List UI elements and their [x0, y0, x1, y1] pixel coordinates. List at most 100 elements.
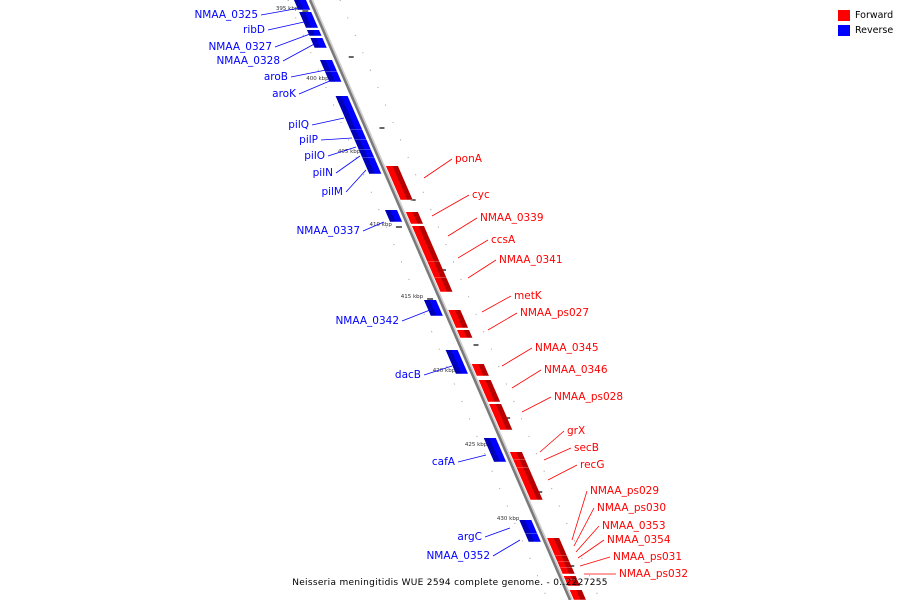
- scale-tick-label: 420 kbp: [433, 368, 456, 374]
- reverse-swatch: [838, 25, 850, 36]
- reverse-gene-1-shade: [299, 12, 312, 28]
- reverse-gene-10-shade: [362, 158, 375, 174]
- forward-gene-19-shade: [576, 590, 586, 600]
- reverse-gene-7-shade: [350, 130, 361, 140]
- scale-tick-label: 425 kbp: [465, 442, 488, 448]
- reverse-gene-9-shade: [359, 150, 368, 158]
- reverse-label-leader: [492, 539, 521, 557]
- forward-gene-15-shade: [564, 562, 573, 568]
- gene-label-cafA: cafA: [432, 456, 456, 468]
- reverse-gene-0-shade: [294, 0, 304, 10]
- gene-label-NMAA_ps030: NMAA_ps030: [597, 502, 666, 514]
- forward-label-leader: [521, 396, 552, 413]
- forward-label-leader: [573, 507, 595, 547]
- legend-label-reverse: Reverse: [855, 25, 894, 36]
- reverse-gene-5-shade: [325, 72, 335, 82]
- gene-label-ponA: ponA: [455, 153, 483, 165]
- forward-gene-3-shade: [434, 262, 447, 278]
- scale-tick-label: 400 kbp: [306, 76, 329, 82]
- reverse-label-leader: [320, 137, 353, 141]
- gene-label-NMAA_0352: NMAA_0352: [426, 550, 490, 562]
- reverse-label-leader: [457, 454, 487, 463]
- gene-label-pilM: pilM: [321, 186, 343, 198]
- forward-label-leader: [579, 556, 611, 567]
- forward-gene-0-shade: [392, 166, 413, 200]
- forward-label-leader: [575, 525, 600, 553]
- gene-label-NMAA_ps029: NMAA_ps029: [590, 485, 659, 497]
- reverse-label-leader: [274, 33, 311, 48]
- reverse-label-leader: [282, 41, 319, 62]
- scale-tick-label: 405 kbp: [338, 149, 361, 155]
- forward-gene-17-shade: [570, 576, 578, 580]
- gene-label-pilN: pilN: [313, 167, 333, 179]
- forward-label-leader: [547, 464, 578, 481]
- forward-label-leader: [571, 490, 588, 541]
- gene-label-argC: argC: [457, 531, 482, 543]
- reverse-label-leader: [362, 221, 385, 232]
- forward-gene-2-shade: [418, 226, 440, 262]
- gene-label-pilQ: pilQ: [288, 119, 309, 131]
- genome-backbone: [308, 0, 572, 600]
- reverse-gene-8-shade: [354, 140, 365, 150]
- forward-label-leader: [481, 295, 512, 313]
- reverse-gene-4-shade: [320, 60, 331, 72]
- gene-label-pilO: pilO: [304, 150, 325, 162]
- forward-gene-14-shade: [561, 556, 570, 562]
- forward-gene-13-shade: [553, 538, 567, 556]
- gene-label-NMAA_ps031: NMAA_ps031: [613, 551, 682, 563]
- reverse-label-leader: [260, 7, 301, 16]
- reverse-label-leader: [335, 155, 361, 174]
- reverse-label-leader: [290, 69, 327, 78]
- forward-gene-9-shade: [495, 404, 513, 430]
- forward-label-leader: [511, 369, 542, 389]
- reverse-label-leader: [311, 117, 345, 126]
- reverse-label-leader: [423, 365, 453, 376]
- scale-tick-label: 410 kbp: [370, 222, 393, 228]
- gene-label-NMAA_0341: NMAA_0341: [499, 254, 563, 266]
- gene-label-pilP: pilP: [299, 134, 318, 146]
- scale-tick-label: 430 kbp: [497, 516, 520, 522]
- reverse-label-leader: [484, 527, 511, 538]
- forward-gene-6-shade: [463, 330, 473, 338]
- gene-label-NMAA_0325: NMAA_0325: [194, 9, 258, 21]
- forward-label-leader: [577, 539, 605, 559]
- legend-label-forward: Forward: [855, 10, 894, 21]
- gene-label-NMAA_ps028: NMAA_ps028: [554, 391, 623, 403]
- gene-label-dacB: dacB: [395, 369, 421, 381]
- reverse-label-leader: [345, 169, 367, 193]
- gene-label-NMAA_0353: NMAA_0353: [602, 520, 666, 532]
- gene-label-NMAA_0342: NMAA_0342: [335, 315, 399, 327]
- forward-gene-1-shade: [412, 212, 424, 224]
- forward-gene-18-shade: [571, 580, 580, 586]
- reverse-gene-14-shade: [483, 438, 500, 462]
- genome-caption: Neisseria meningitidis WUE 2594 complete…: [292, 578, 608, 588]
- gene-label-NMAA_0339: NMAA_0339: [480, 212, 544, 224]
- gene-label-metK: metK: [514, 290, 543, 302]
- forward-label-leader: [501, 347, 533, 367]
- reverse-gene-6-shade: [335, 96, 356, 130]
- forward-label-leader: [447, 217, 478, 237]
- reverse-label-leader: [267, 21, 305, 31]
- gene-label-NMAA_0346: NMAA_0346: [544, 364, 608, 376]
- scale-tick-label: 415 kbp: [401, 294, 424, 300]
- gene-label-aroK: aroK: [272, 88, 297, 100]
- scale-dots-right: [339, 0, 601, 600]
- forward-label-leader: [467, 259, 497, 279]
- forward-gene-12-shade: [523, 468, 543, 500]
- forward-label-leader: [487, 312, 518, 331]
- gene-label-grX: grX: [567, 425, 585, 437]
- forward-label-leader: [423, 158, 453, 179]
- forward-swatch: [838, 10, 850, 21]
- reverse-gene-11-shade: [385, 210, 396, 222]
- forward-label-leader: [457, 239, 489, 259]
- reverse-gene-12-shade: [424, 300, 437, 316]
- legend-item-reverse: Reverse: [838, 23, 893, 38]
- forward-gene-11-shade: [519, 460, 529, 468]
- gene-label-cyc: cyc: [472, 189, 490, 201]
- gene-label-NMAA_ps027: NMAA_ps027: [520, 307, 589, 319]
- forward-label-leader: [543, 447, 572, 461]
- gene-label-ribD: ribD: [243, 24, 265, 36]
- forward-gene-7-shade: [478, 364, 489, 376]
- legend: Forward Reverse: [838, 8, 893, 38]
